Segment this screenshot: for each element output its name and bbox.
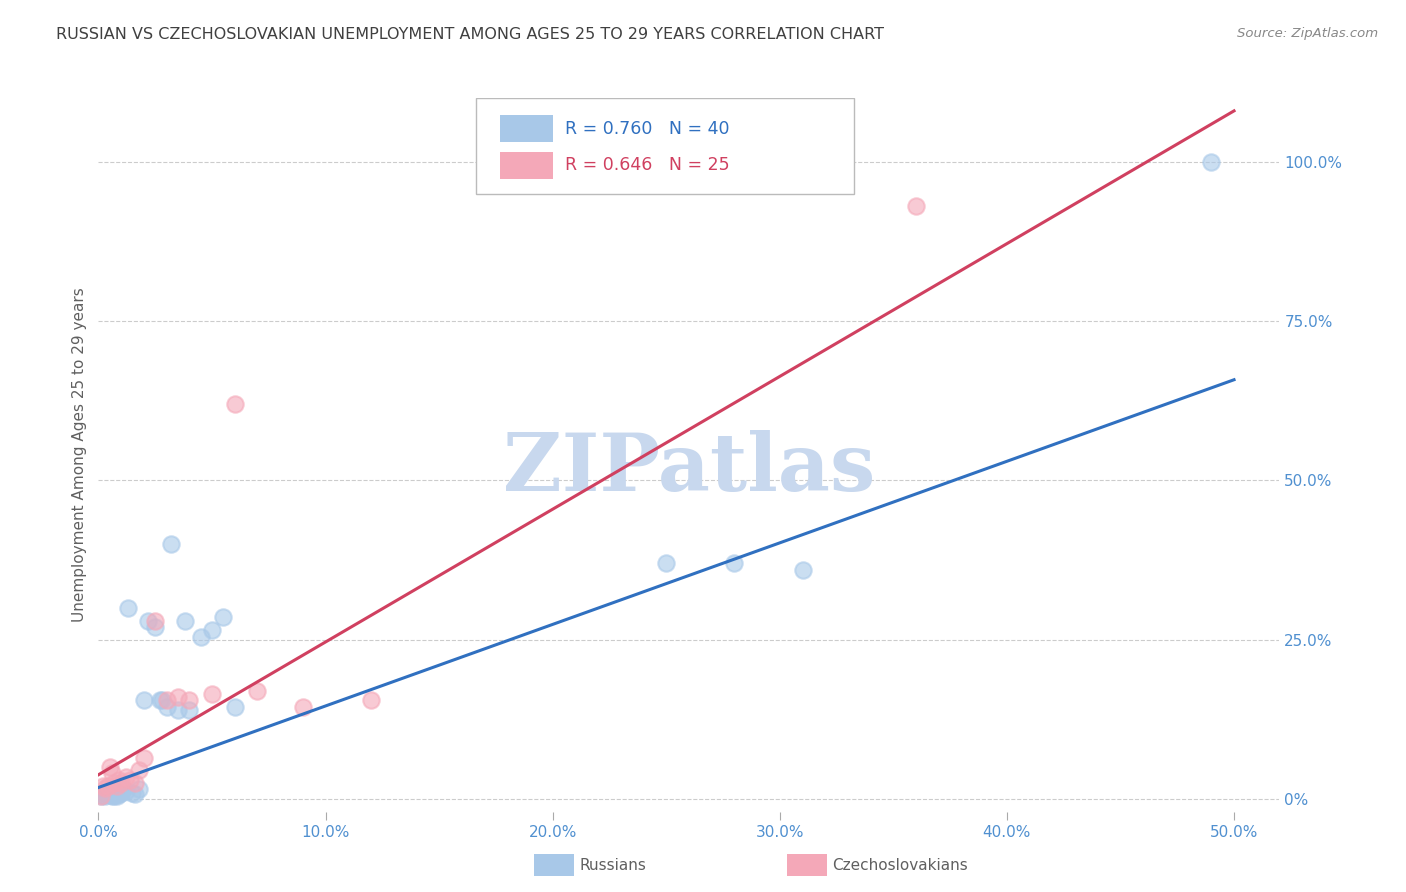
Point: [110, 776, 132, 790]
Point: [90, 789, 112, 803]
Point: [128, 782, 150, 797]
Point: [105, 789, 128, 803]
Text: R = 0.646   N = 25: R = 0.646 N = 25: [565, 156, 730, 174]
Point: [179, 693, 201, 707]
Y-axis label: Unemployment Among Ages 25 to 29 years: Unemployment Among Ages 25 to 29 years: [72, 287, 87, 623]
Point: [224, 397, 246, 411]
Point: [723, 556, 745, 570]
Point: [108, 772, 131, 787]
Point: [149, 693, 172, 707]
Point: [224, 699, 246, 714]
Point: [117, 600, 139, 615]
Point: [120, 772, 142, 787]
Text: ZIPatlas: ZIPatlas: [503, 430, 875, 508]
Point: [110, 784, 132, 798]
Point: [150, 693, 173, 707]
Point: [124, 776, 146, 790]
Point: [103, 776, 125, 790]
Point: [96, 787, 118, 801]
Text: R = 0.760   N = 40: R = 0.760 N = 40: [565, 120, 730, 137]
Point: [291, 699, 314, 714]
Point: [132, 693, 155, 707]
Point: [110, 786, 132, 800]
Point: [103, 786, 125, 800]
Point: [360, 693, 382, 707]
Point: [90, 789, 112, 803]
Point: [905, 199, 928, 213]
Text: Czechoslovakians: Czechoslovakians: [832, 858, 969, 872]
Point: [98, 760, 121, 774]
Point: [792, 563, 814, 577]
Point: [655, 556, 678, 570]
Point: [101, 789, 124, 803]
Point: [155, 693, 177, 707]
Point: [91, 788, 114, 802]
Point: [190, 630, 212, 644]
Point: [246, 683, 269, 698]
Point: [112, 782, 135, 797]
Point: [101, 766, 124, 780]
Point: [91, 779, 114, 793]
Point: [155, 699, 177, 714]
Point: [179, 703, 201, 717]
Point: [212, 610, 235, 624]
Point: [121, 786, 143, 800]
Point: [138, 614, 160, 628]
Point: [96, 779, 118, 793]
Point: [201, 623, 224, 637]
Point: [167, 703, 190, 717]
Point: [103, 789, 125, 803]
Point: [124, 787, 146, 801]
Point: [173, 614, 195, 628]
Point: [98, 786, 121, 800]
Point: [201, 687, 224, 701]
Point: [108, 787, 131, 801]
Point: [105, 779, 128, 793]
Text: Source: ZipAtlas.com: Source: ZipAtlas.com: [1237, 27, 1378, 40]
Point: [160, 537, 183, 551]
Point: [167, 690, 190, 704]
FancyBboxPatch shape: [477, 98, 855, 194]
Point: [101, 787, 124, 801]
Point: [114, 770, 136, 784]
Point: [94, 789, 117, 803]
FancyBboxPatch shape: [501, 115, 553, 143]
Text: RUSSIAN VS CZECHOSLOVAKIAN UNEMPLOYMENT AMONG AGES 25 TO 29 YEARS CORRELATION CH: RUSSIAN VS CZECHOSLOVAKIAN UNEMPLOYMENT …: [56, 27, 884, 42]
FancyBboxPatch shape: [501, 152, 553, 178]
Point: [94, 786, 117, 800]
Point: [94, 780, 117, 795]
Text: Russians: Russians: [579, 858, 647, 872]
Point: [98, 788, 121, 802]
Point: [105, 784, 128, 798]
Point: [132, 750, 155, 764]
Point: [143, 614, 166, 628]
Point: [143, 620, 166, 634]
Point: [1201, 154, 1223, 169]
Point: [128, 764, 150, 778]
Point: [114, 784, 136, 798]
